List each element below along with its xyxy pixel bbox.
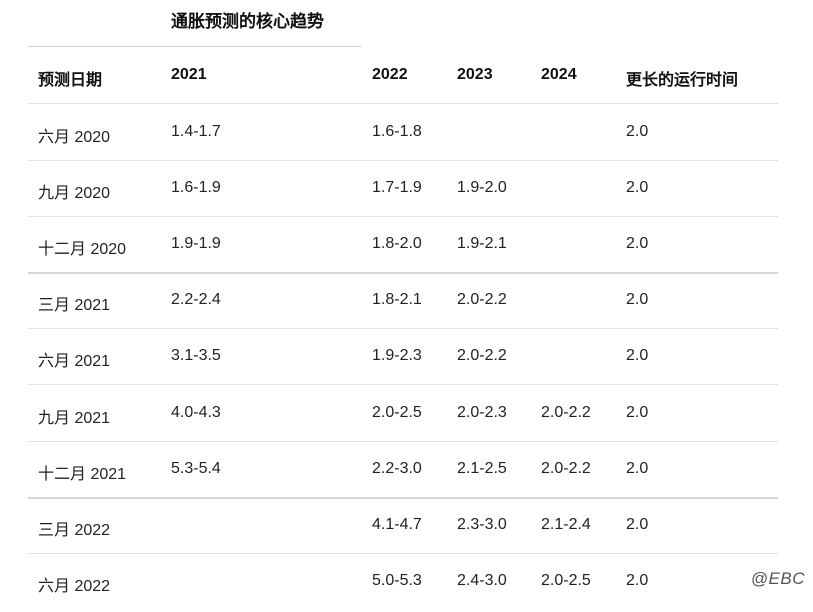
- table-row: 六月 2021 3.1-3.5 1.9-2.3 2.0-2.2 2.0: [28, 328, 778, 385]
- cell-2023: 1.9-2.0: [457, 179, 507, 196]
- title-divider: [28, 46, 361, 47]
- cell-2024: 2.1-2.4: [541, 516, 591, 533]
- cell-2022: 4.1-4.7: [372, 516, 422, 533]
- cell-2023: 2.4-3.0: [457, 572, 507, 589]
- cell-forecast-date: 三月 2022: [38, 522, 111, 539]
- cell-forecast-date: 六月 2021: [38, 353, 111, 370]
- cell-forecast-date: 十二月 2020: [38, 241, 127, 258]
- cell-2022: 2.0-2.5: [372, 404, 422, 421]
- watermark: @EBC: [750, 569, 805, 588]
- cell-2021: 4.0-4.3: [171, 404, 221, 421]
- table-row: 十二月 2020 1.9-1.9 1.8-2.0 1.9-2.1 2.0: [28, 216, 778, 274]
- table-title: 通胀预测的核心趋势: [171, 12, 324, 31]
- header-2022: 2022: [372, 66, 408, 83]
- table-row: 三月 2021 2.2-2.4 1.8-2.1 2.0-2.2 2.0: [28, 272, 778, 329]
- cell-2024: 2.0-2.2: [541, 404, 591, 421]
- cell-2021: 1.6-1.9: [171, 179, 221, 196]
- cell-2024: 2.0-2.2: [541, 460, 591, 477]
- table-row: 九月 2020 1.6-1.9 1.7-1.9 1.9-2.0 2.0: [28, 160, 778, 217]
- cell-2022: 2.2-3.0: [372, 460, 422, 477]
- cell-2023: 1.9-2.1: [457, 235, 507, 252]
- cell-forecast-date: 三月 2021: [38, 297, 111, 314]
- cell-longer-run: 2.0: [626, 404, 649, 421]
- cell-longer-run: 2.0: [626, 572, 649, 589]
- cell-longer-run: 2.0: [626, 516, 649, 533]
- cell-longer-run: 2.0: [626, 179, 649, 196]
- table-header-row: 预测日期 2021 2022 2023 2024 更长的运行时间: [28, 47, 778, 104]
- cell-forecast-date: 九月 2021: [38, 410, 111, 427]
- cell-forecast-date: 六月 2022: [38, 578, 111, 595]
- cell-longer-run: 2.0: [626, 123, 649, 140]
- cell-2023: 2.0-2.3: [457, 404, 507, 421]
- table-row: 十二月 2021 5.3-5.4 2.2-3.0 2.1-2.5 2.0-2.2…: [28, 441, 778, 499]
- cell-longer-run: 2.0: [626, 347, 649, 364]
- table-row: 三月 2022 4.1-4.7 2.3-3.0 2.1-2.4 2.0: [28, 497, 778, 554]
- cell-2023: 2.0-2.2: [457, 347, 507, 364]
- cell-2023: 2.1-2.5: [457, 460, 507, 477]
- cell-2022: 1.9-2.3: [372, 347, 422, 364]
- cell-2021: 1.9-1.9: [171, 235, 221, 252]
- table-row: 六月 2020 1.4-1.7 1.6-1.8 2.0: [28, 104, 778, 161]
- cell-2023: 2.0-2.2: [457, 291, 507, 308]
- header-2024: 2024: [541, 66, 577, 83]
- cell-2022: 5.0-5.3: [372, 572, 422, 589]
- table-row: 六月 2022 5.0-5.3 2.4-3.0 2.0-2.5 2.0: [28, 553, 778, 609]
- header-forecast-date: 预测日期: [38, 72, 103, 89]
- header-2021: 2021: [171, 66, 207, 83]
- table-row: 九月 2021 4.0-4.3 2.0-2.5 2.0-2.3 2.0-2.2 …: [28, 385, 778, 442]
- header-longer-run: 更长的运行时间: [626, 72, 739, 89]
- cell-2022: 1.8-2.1: [372, 291, 422, 308]
- cell-forecast-date: 九月 2020: [38, 185, 111, 202]
- cell-longer-run: 2.0: [626, 235, 649, 252]
- cell-2021: 3.1-3.5: [171, 347, 221, 364]
- cell-2022: 1.6-1.8: [372, 123, 422, 140]
- cell-2022: 1.7-1.9: [372, 179, 422, 196]
- cell-longer-run: 2.0: [626, 460, 649, 477]
- cell-2021: 5.3-5.4: [171, 460, 221, 477]
- cell-forecast-date: 十二月 2021: [38, 466, 127, 483]
- cell-2023: 2.3-3.0: [457, 516, 507, 533]
- cell-2022: 1.8-2.0: [372, 235, 422, 252]
- header-2023: 2023: [457, 66, 493, 83]
- cell-longer-run: 2.0: [626, 291, 649, 308]
- cell-2024: 2.0-2.5: [541, 572, 591, 589]
- cell-forecast-date: 六月 2020: [38, 129, 111, 146]
- cell-2021: 1.4-1.7: [171, 123, 221, 140]
- cell-2021: 2.2-2.4: [171, 291, 221, 308]
